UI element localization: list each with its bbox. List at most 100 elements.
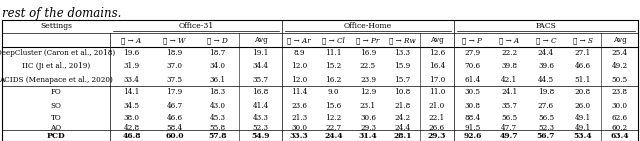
Text: 33.4: 33.4 (124, 75, 140, 83)
Text: 23.1: 23.1 (360, 102, 376, 110)
Text: 8.9: 8.9 (294, 49, 305, 58)
Text: 17.9: 17.9 (166, 89, 182, 96)
Text: 49.1: 49.1 (575, 114, 591, 123)
Text: 11.0: 11.0 (429, 89, 445, 96)
Text: AO: AO (51, 124, 61, 132)
Text: 30.0: 30.0 (612, 102, 628, 110)
Text: 13.3: 13.3 (394, 49, 410, 58)
Text: 55.8: 55.8 (209, 124, 225, 132)
Text: PACS: PACS (536, 23, 556, 30)
Text: 56.7: 56.7 (537, 132, 556, 139)
Text: 22.2: 22.2 (501, 49, 517, 58)
Text: 45.3: 45.3 (209, 114, 225, 123)
Text: 9.0: 9.0 (328, 89, 339, 96)
Text: 29.3: 29.3 (428, 132, 446, 139)
Text: 56.5: 56.5 (538, 114, 554, 123)
Text: 38.0: 38.0 (124, 114, 140, 123)
Text: ℛ → Ar: ℛ → Ar (287, 36, 311, 44)
Text: 50.5: 50.5 (612, 75, 628, 83)
Text: 54.9: 54.9 (252, 132, 269, 139)
Text: 61.4: 61.4 (464, 75, 481, 83)
Text: ℛ → W: ℛ → W (163, 36, 186, 44)
Text: 30.5: 30.5 (465, 89, 481, 96)
Text: ℛ → D: ℛ → D (207, 36, 228, 44)
Text: 47.7: 47.7 (501, 124, 517, 132)
Text: 39.8: 39.8 (501, 62, 517, 70)
Text: ℛ → Rw: ℛ → Rw (389, 36, 416, 44)
Text: 44.5: 44.5 (538, 75, 554, 83)
Text: ℛ → C: ℛ → C (536, 36, 556, 44)
Text: 35.7: 35.7 (501, 102, 517, 110)
Text: 60.2: 60.2 (612, 124, 628, 132)
Text: 31.9: 31.9 (124, 62, 140, 70)
Text: 21.0: 21.0 (429, 102, 445, 110)
Text: 29.3: 29.3 (360, 124, 376, 132)
Text: 12.0: 12.0 (291, 75, 307, 83)
Text: 34.0: 34.0 (209, 62, 225, 70)
Text: Avg: Avg (612, 36, 627, 44)
Text: IIC (Ji et al., 2019): IIC (Ji et al., 2019) (22, 62, 90, 70)
Text: ACIDS (Menapace et al., 2020): ACIDS (Menapace et al., 2020) (0, 75, 113, 83)
Text: 11.4: 11.4 (291, 89, 307, 96)
Text: 25.4: 25.4 (612, 49, 628, 58)
Text: 49.7: 49.7 (500, 132, 518, 139)
Text: TO: TO (51, 114, 61, 123)
Text: 63.4: 63.4 (611, 132, 629, 139)
Text: 18.7: 18.7 (209, 49, 226, 58)
Text: 57.8: 57.8 (208, 132, 227, 139)
Text: 36.1: 36.1 (209, 75, 225, 83)
Text: Office-Home: Office-Home (344, 23, 392, 30)
Text: Settings: Settings (40, 23, 72, 30)
Text: 21.3: 21.3 (291, 114, 307, 123)
Text: Avg: Avg (430, 36, 444, 44)
Text: 58.4: 58.4 (166, 124, 182, 132)
Text: 14.1: 14.1 (124, 89, 140, 96)
Text: 41.4: 41.4 (252, 102, 269, 110)
Text: PO: PO (51, 89, 61, 96)
Text: 62.6: 62.6 (612, 114, 628, 123)
Text: 26.0: 26.0 (575, 102, 591, 110)
Text: 24.4: 24.4 (394, 124, 410, 132)
Text: 52.3: 52.3 (538, 124, 554, 132)
Text: 26.6: 26.6 (429, 124, 445, 132)
Text: 17.0: 17.0 (429, 75, 445, 83)
Text: 46.6: 46.6 (166, 114, 182, 123)
Text: 28.1: 28.1 (393, 132, 412, 139)
Text: 52.3: 52.3 (253, 124, 269, 132)
Text: 19.1: 19.1 (252, 49, 269, 58)
Text: 88.4: 88.4 (465, 114, 481, 123)
Text: 16.9: 16.9 (360, 49, 376, 58)
Text: Office-31: Office-31 (179, 23, 214, 30)
Text: 16.4: 16.4 (429, 62, 445, 70)
Text: 23.9: 23.9 (360, 75, 376, 83)
Text: 30.6: 30.6 (360, 114, 376, 123)
Text: 56.5: 56.5 (501, 114, 517, 123)
Text: 31.4: 31.4 (358, 132, 378, 139)
Text: 46.7: 46.7 (166, 102, 182, 110)
Text: 60.0: 60.0 (165, 132, 184, 139)
Text: 30.0: 30.0 (291, 124, 307, 132)
Text: 12.6: 12.6 (429, 49, 445, 58)
Text: 23.8: 23.8 (612, 89, 628, 96)
Text: 24.4: 24.4 (538, 49, 554, 58)
Text: 22.5: 22.5 (360, 62, 376, 70)
Text: 16.2: 16.2 (326, 75, 342, 83)
Text: 24.4: 24.4 (324, 132, 343, 139)
Text: 27.1: 27.1 (575, 49, 591, 58)
Text: 10.8: 10.8 (394, 89, 410, 96)
Text: 46.8: 46.8 (122, 132, 141, 139)
Text: 35.7: 35.7 (253, 75, 269, 83)
Text: 16.8: 16.8 (252, 89, 269, 96)
Text: 12.9: 12.9 (360, 89, 376, 96)
Text: 12.0: 12.0 (291, 62, 307, 70)
Text: 34.4: 34.4 (253, 62, 269, 70)
Text: 49.1: 49.1 (575, 124, 591, 132)
Text: 19.6: 19.6 (124, 49, 140, 58)
Text: 46.6: 46.6 (575, 62, 591, 70)
Text: 23.6: 23.6 (291, 102, 307, 110)
Text: 33.3: 33.3 (290, 132, 308, 139)
Text: 20.8: 20.8 (575, 89, 591, 96)
Text: 42.8: 42.8 (124, 124, 140, 132)
Text: 11.1: 11.1 (325, 49, 342, 58)
Text: 15.7: 15.7 (394, 75, 410, 83)
